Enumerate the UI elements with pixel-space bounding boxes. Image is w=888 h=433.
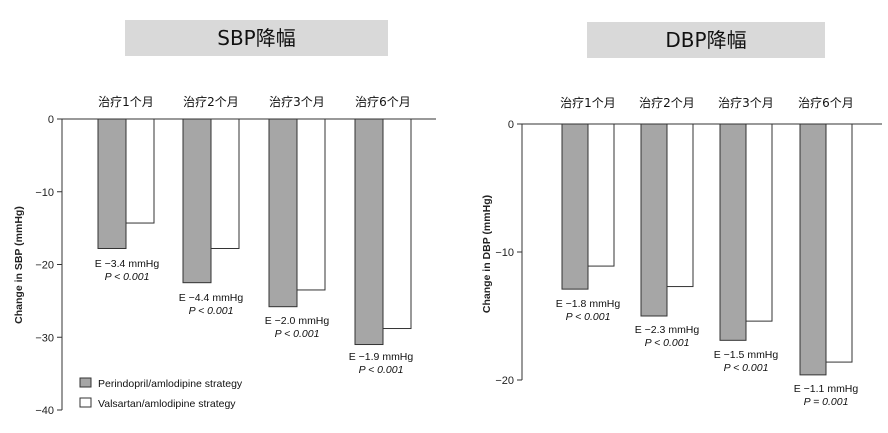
dbp-y-tick-label: −20 xyxy=(495,375,514,387)
sbp-y-tick-label: −10 xyxy=(35,187,54,199)
sbp-category-label: 治疗2个月 xyxy=(183,95,239,109)
sbp-bar-valsartan xyxy=(382,118,412,330)
dbp-chart-title: DBP降幅 xyxy=(587,22,825,58)
sbp-annotation-e: E −2.0 mmHg xyxy=(265,315,330,327)
dbp-bar-perindopril xyxy=(561,123,589,290)
sbp-y-axis-label: Change in SBP (mmHg) xyxy=(13,206,25,324)
sbp-category-label: 治疗1个月 xyxy=(98,95,154,109)
dbp-annotation-p: P < 0.001 xyxy=(724,362,769,374)
sbp-bar-valsartan xyxy=(125,118,155,224)
sbp-bar-perindopril xyxy=(268,118,298,308)
sbp-annotation-p: P < 0.001 xyxy=(105,271,150,283)
sbp-annotation-p: P < 0.001 xyxy=(189,305,234,317)
dbp-y-axis-label: Change in DBP (mmHg) xyxy=(481,195,493,313)
dbp-annotation-p: P < 0.001 xyxy=(645,337,690,349)
sbp-y-tick-label: −30 xyxy=(35,332,54,344)
dbp-category-label: 治疗1个月 xyxy=(560,96,616,110)
legend-swatch-perindopril xyxy=(79,377,92,388)
dbp-bar-valsartan xyxy=(666,123,694,288)
dbp-bar-valsartan xyxy=(745,123,773,322)
legend-label-perindopril: Perindopril/amlodipine strategy xyxy=(98,378,243,390)
sbp-annotation-p: P < 0.001 xyxy=(359,364,404,376)
sbp-bar-valsartan xyxy=(210,118,240,249)
sbp-bar-valsartan xyxy=(296,118,326,291)
dbp-bar-perindopril xyxy=(640,123,668,317)
dbp-bar-valsartan xyxy=(587,123,615,267)
dbp-bar-valsartan xyxy=(825,123,853,363)
dbp-category-label: 治疗3个月 xyxy=(718,96,774,110)
dbp-y-tick-label: −10 xyxy=(495,247,514,259)
dbp-y-tick-label: 0 xyxy=(508,119,514,131)
dbp-annotation-e: E −2.3 mmHg xyxy=(635,324,700,336)
sbp-category-label: 治疗6个月 xyxy=(355,95,411,109)
legend-label-valsartan: Valsartan/amlodipine strategy xyxy=(98,398,236,410)
dbp-bar-perindopril xyxy=(719,123,747,341)
dbp-category-label: 治疗6个月 xyxy=(798,96,854,110)
sbp-bar-perindopril xyxy=(97,118,127,249)
sbp-y-tick-label: −20 xyxy=(35,260,54,272)
dbp-annotation-p: P = 0.001 xyxy=(804,396,849,408)
sbp-bar-perindopril xyxy=(354,118,384,346)
dbp-annotation-e: E −1.5 mmHg xyxy=(714,349,779,361)
sbp-annotation-e: E −4.4 mmHg xyxy=(179,292,244,304)
sbp-annotation-e: E −1.9 mmHg xyxy=(349,351,414,363)
sbp-bar-perindopril xyxy=(182,118,212,284)
legend-swatch-valsartan xyxy=(79,397,92,408)
dbp-bar-perindopril xyxy=(799,123,827,376)
sbp-category-label: 治疗3个月 xyxy=(269,95,325,109)
sbp-annotation-e: E −3.4 mmHg xyxy=(95,258,160,270)
dbp-annotation-e: E −1.1 mmHg xyxy=(794,383,859,395)
sbp-y-tick-label: 0 xyxy=(48,114,54,126)
sbp-y-tick-label: −40 xyxy=(35,405,54,417)
dbp-annotation-e: E −1.8 mmHg xyxy=(556,298,621,310)
sbp-chart-title: SBP降幅 xyxy=(125,20,388,56)
dbp-annotation-p: P < 0.001 xyxy=(566,311,611,323)
dbp-category-label: 治疗2个月 xyxy=(639,96,695,110)
sbp-annotation-p: P < 0.001 xyxy=(275,328,320,340)
